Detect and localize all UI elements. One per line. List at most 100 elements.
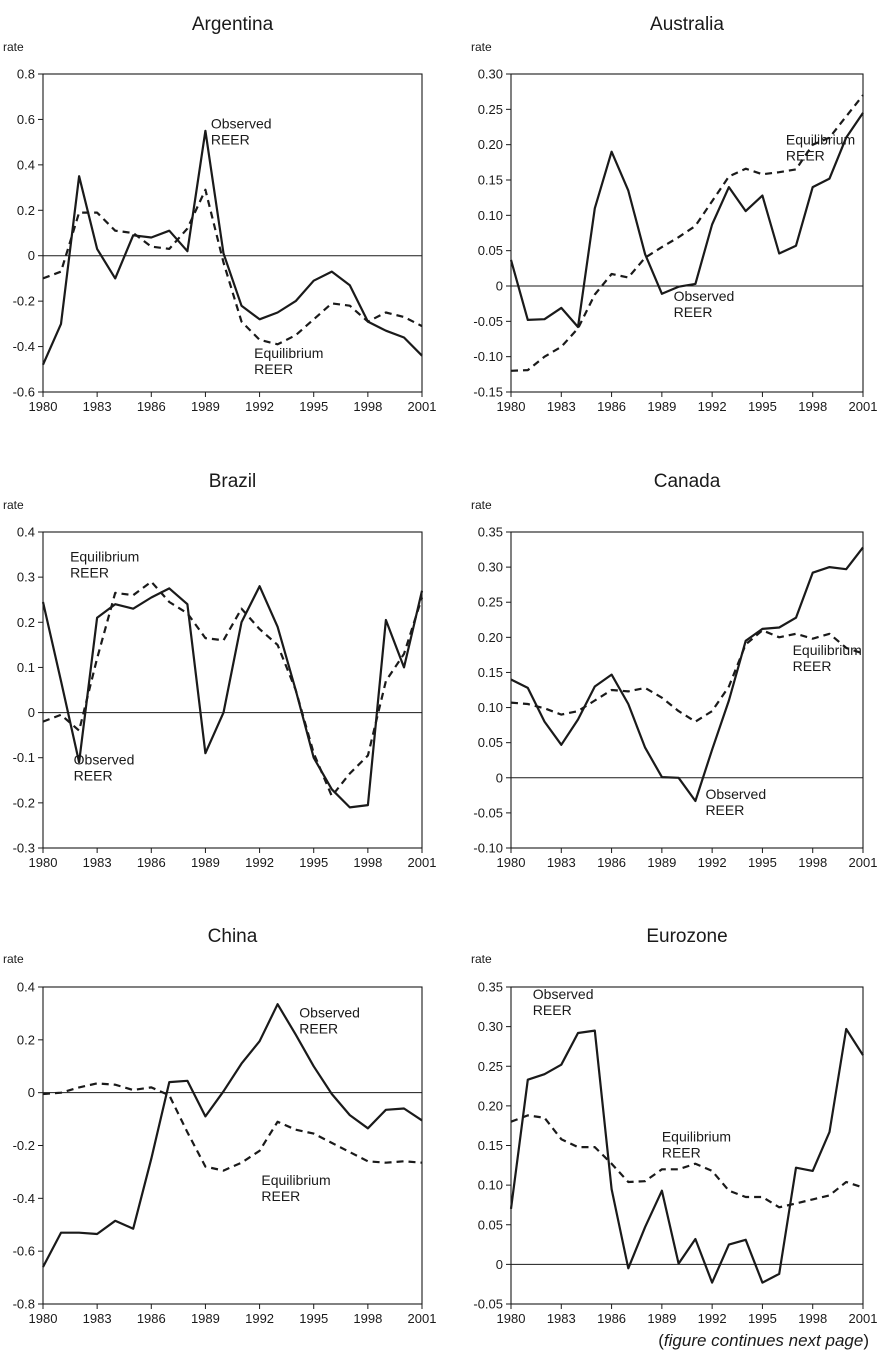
x-tick-label: 1989 (191, 1311, 220, 1326)
x-tick-label: 1983 (547, 1311, 576, 1326)
y-tick-label: 0.10 (478, 700, 503, 715)
panel-title-canada: Canada (654, 471, 721, 492)
x-tick-label: 1995 (748, 855, 777, 870)
footnote-text: figure continues next page (663, 1331, 864, 1350)
y-tick-label: 0 (496, 770, 503, 785)
y-axis-label: rate (471, 498, 492, 512)
x-tick-label: 1992 (698, 1311, 727, 1326)
y-tick-label: -0.3 (13, 841, 35, 856)
y-tick-label: 0 (28, 705, 35, 720)
panel-australia: Australia rate -0.15 -0.10 -0.05 0 0.05 0.10 0.1… (471, 14, 877, 414)
series-label-observed-reer: Observed (74, 751, 135, 767)
series-label-equilibrium-reer: Equilibrium (662, 1129, 731, 1145)
x-tick-label: 1983 (547, 855, 576, 870)
y-tick-label: 0 (496, 1257, 503, 1272)
y-tick-label: 0.4 (17, 157, 35, 172)
series-label-equilibrium-reer: REER (70, 564, 109, 580)
y-tick-label: 0.20 (478, 630, 503, 645)
y-tick-label: 0.30 (478, 67, 503, 82)
x-tick-label: 2001 (849, 855, 877, 870)
series-label-observed-reer: REER (674, 304, 713, 320)
y-tick-label: 0.20 (478, 1098, 503, 1113)
y-tick-label: -0.2 (13, 294, 35, 309)
series-label-observed-reer: REER (705, 802, 744, 818)
x-tick-label: 1995 (299, 855, 328, 870)
y-tick-label: 0.05 (478, 243, 503, 258)
y-tick-label: 0.30 (478, 560, 503, 575)
y-tick-label: -0.05 (473, 1297, 503, 1312)
x-tick-label: 1980 (497, 399, 526, 414)
y-tick-label: -0.2 (13, 795, 35, 810)
y-tick-label: 0.8 (17, 67, 35, 82)
series-label-observed-reer: Observed (211, 116, 272, 132)
x-tick-label: 1995 (299, 1311, 328, 1326)
series-line-observed-reer (510, 546, 864, 803)
y-tick-label: -0.05 (473, 805, 503, 820)
series-line-equilibrium-reer (510, 1114, 864, 1209)
series-label-observed-reer: Observed (674, 288, 735, 304)
panel-eurozone: Eurozone rate -0.05 0 0.05 0.10 0.15 0.20 0.25 0.… (471, 926, 877, 1326)
y-tick-label: -0.1 (13, 750, 35, 765)
footnote-close-paren: ) (863, 1331, 869, 1350)
x-tick-label: 1986 (597, 1311, 626, 1326)
series-label-observed-reer: REER (74, 767, 113, 783)
y-tick-label: 0.15 (478, 1138, 503, 1153)
series-line-observed-reer (41, 129, 423, 366)
series-line-equilibrium-reer (42, 188, 423, 346)
x-tick-label: 1980 (29, 855, 58, 870)
plot-frame (42, 73, 423, 393)
panel-china: China rate -0.8 -0.6 -0.4 -0.2 0 0.2 0.4 1980 1983… (3, 926, 436, 1326)
y-tick-label: -0.05 (473, 314, 503, 329)
footnote-open-paren: ( (658, 1331, 664, 1350)
y-tick-label: 0.10 (478, 1178, 503, 1193)
y-tick-label: -0.4 (13, 1191, 35, 1206)
y-tick-label: 0.25 (478, 595, 503, 610)
x-tick-label: 1980 (497, 855, 526, 870)
y-tick-label: 0.15 (478, 173, 503, 188)
x-tick-label: 1989 (647, 399, 676, 414)
y-tick-label: 0.3 (17, 570, 35, 585)
series-label-observed-reer: REER (211, 132, 250, 148)
x-tick-label: 1995 (748, 399, 777, 414)
y-axis-label: rate (3, 40, 24, 54)
plot-frame (42, 531, 423, 849)
y-axis-label: rate (471, 40, 492, 54)
x-tick-label: 1992 (245, 399, 274, 414)
y-tick-label: -0.6 (13, 385, 35, 400)
series-label-equilibrium-reer: REER (254, 361, 293, 377)
series-label-observed-reer: REER (299, 1020, 338, 1036)
y-tick-label: 0.1 (17, 660, 35, 675)
x-tick-label: 1998 (353, 855, 382, 870)
y-tick-label: 0.30 (478, 1019, 503, 1034)
y-tick-label: -0.10 (473, 841, 503, 856)
y-tick-label: -0.4 (13, 339, 35, 354)
y-tick-label: 0 (496, 279, 503, 294)
series-label-observed-reer: Observed (533, 986, 594, 1002)
series-line-equilibrium-reer (42, 580, 424, 798)
x-tick-label: 1989 (647, 1311, 676, 1326)
y-tick-label: 0.2 (17, 1032, 35, 1047)
x-tick-label: 1986 (597, 855, 626, 870)
series-label-equilibrium-reer: Equilibrium (261, 1172, 330, 1188)
y-tick-label: -0.8 (13, 1297, 35, 1312)
series-label-equilibrium-reer: REER (662, 1145, 701, 1161)
panel-title-australia: Australia (650, 14, 724, 35)
panel-argentina: Argentina rate -0.6 -0.4 -0.2 0 0.2 0.4 0.6 0.8 19… (3, 14, 436, 414)
series-label-observed-reer: REER (533, 1002, 572, 1018)
y-tick-label: -0.2 (13, 1138, 35, 1153)
series-label-equilibrium-reer: REER (261, 1188, 300, 1204)
series-label-equilibrium-reer: Equilibrium (70, 548, 139, 564)
y-tick-label: 0.10 (478, 208, 503, 223)
series-line-equilibrium-reer (42, 1082, 423, 1172)
series-label-equilibrium-reer: Equilibrium (793, 642, 862, 658)
panel-title-argentina: Argentina (192, 14, 274, 35)
y-tick-label: 0.2 (17, 615, 35, 630)
x-tick-label: 1992 (698, 855, 727, 870)
series-line-equilibrium-reer (510, 629, 864, 723)
y-tick-label: 0.2 (17, 203, 35, 218)
x-tick-label: 1995 (748, 1311, 777, 1326)
x-tick-label: 1989 (191, 399, 220, 414)
y-tick-label: 0.20 (478, 137, 503, 152)
y-tick-label: 0 (28, 1085, 35, 1100)
y-tick-label: 0.4 (17, 980, 35, 995)
